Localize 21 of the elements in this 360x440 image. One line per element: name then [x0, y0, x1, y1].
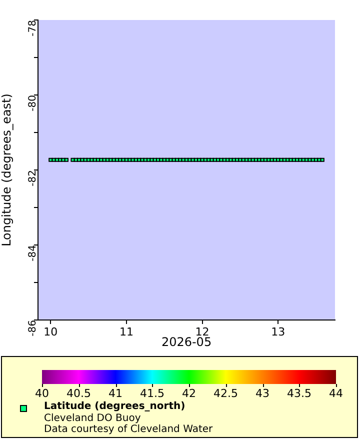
color-bar-label: 43.5: [287, 387, 312, 400]
text: Cleveland DO Buoy: [44, 413, 141, 424]
y-tick-label: -86: [28, 320, 39, 336]
color-bar-label: 41: [108, 387, 122, 400]
color-bar-label: 42: [182, 387, 196, 400]
color-bar-label: 40: [35, 387, 49, 400]
color-bar-label: 40.5: [66, 387, 91, 400]
color-bar-label: 41.5: [140, 387, 164, 400]
x-tick-label: 10: [44, 325, 58, 338]
color-bar-label: 43: [256, 387, 270, 400]
y-tick-label: -80: [28, 95, 39, 112]
color-bar-label: 42.5: [214, 387, 238, 400]
color-bar-title: Latitude (degrees_north): [44, 401, 186, 412]
y-axis-title: Longitude (degrees_east): [0, 94, 14, 246]
x-tick-label: 11: [119, 325, 134, 338]
text: Data courtesy of Cleveland Water: [44, 424, 213, 435]
y-tick-label: -78: [28, 20, 39, 36]
y-tick-label: -82: [28, 170, 39, 186]
x-tick-label: 13: [271, 325, 286, 338]
y-tick-label: -84: [28, 245, 39, 262]
color-bar-label: 44: [329, 387, 343, 400]
